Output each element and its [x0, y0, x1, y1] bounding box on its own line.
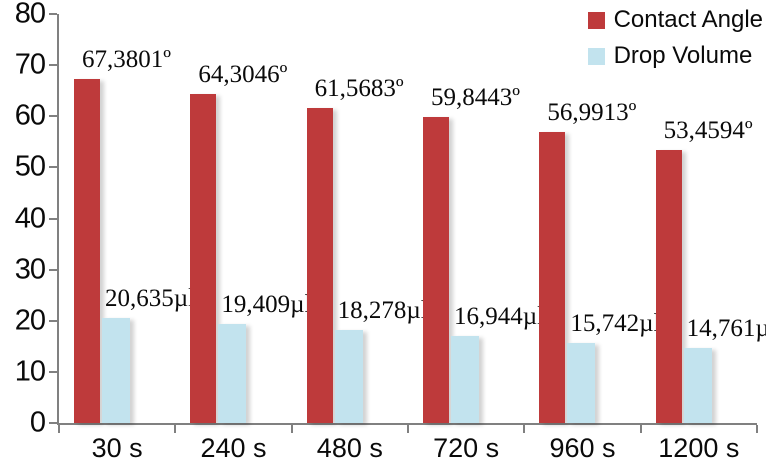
y-axis-tick-label: 10	[14, 355, 46, 388]
y-axis-tick	[49, 217, 57, 220]
data-label-drop-volume: 19,409µl	[221, 290, 312, 318]
drop-volume-swatch-icon	[587, 48, 605, 66]
y-axis-tick-label: 50	[14, 150, 46, 183]
data-label-contact-angle: 59,8443º	[431, 84, 521, 112]
x-axis-tick	[174, 425, 177, 433]
bar-contact-angle	[190, 94, 217, 423]
data-label-drop-volume: 15,742µl	[570, 309, 661, 337]
data-label-drop-volume: 18,278µl	[337, 296, 428, 324]
y-axis-tick	[49, 64, 57, 67]
contact-angle-legend-label: Contact Angle	[613, 6, 763, 33]
y-axis-tick	[49, 370, 57, 373]
bar-drop-volume	[334, 329, 363, 423]
x-axis-category-label: 480 s	[316, 433, 383, 463]
y-axis-tick-label: 0	[29, 406, 46, 439]
data-label-contact-angle: 56,9913º	[547, 98, 637, 126]
x-axis-tick	[756, 425, 758, 433]
x-axis-tick	[523, 425, 526, 433]
x-axis-tick	[290, 425, 293, 433]
y-axis-tick-label: 80	[14, 0, 46, 30]
bar-contact-angle	[539, 131, 566, 423]
bar-drop-volume	[451, 336, 479, 423]
x-axis-tick	[407, 425, 409, 433]
y-axis-tick-label: 40	[14, 202, 46, 234]
legend-item-drop-volume: Drop Volume	[587, 42, 763, 70]
legend: Contact Angle Drop Volume	[587, 6, 763, 70]
y-axis-tick	[49, 268, 57, 271]
y-axis-tick	[49, 319, 57, 322]
x-axis-tick	[58, 425, 60, 433]
x-axis-tick	[639, 425, 642, 433]
data-label-contact-angle: 53,4594º	[663, 116, 753, 144]
y-axis-tick	[49, 422, 57, 424]
data-label-contact-angle: 61,5683º	[314, 75, 404, 103]
bar-contact-angle	[655, 149, 682, 423]
drop-volume-legend-label: Drop Volume	[613, 42, 753, 70]
bar-drop-volume	[567, 342, 596, 423]
legend-item-contact-angle: Contact Angle	[587, 6, 763, 33]
y-axis-tick-label: 20	[14, 304, 46, 337]
bar-drop-volume	[218, 323, 247, 423]
data-label-contact-angle: 67,3801º	[82, 45, 172, 73]
bar-contact-angle	[306, 108, 333, 423]
x-axis-category-label: 1200 s	[658, 433, 740, 463]
data-label-drop-volume: 16,944µl	[454, 303, 545, 331]
x-axis-category-label: 30 s	[91, 433, 143, 463]
bar-contact-angle	[74, 78, 100, 423]
y-axis-tick-label: 30	[14, 253, 46, 286]
data-label-drop-volume: 14,761µl	[686, 314, 766, 342]
plot-area: 67,3801º 20,635µl 64,3046º 19,409µl 61,5683º…	[57, 14, 766, 425]
bar-drop-volume	[102, 317, 130, 423]
y-axis-tick-label: 60	[14, 99, 46, 132]
y-axis-tick	[49, 166, 57, 169]
data-label-contact-angle: 64,3046º	[198, 61, 288, 89]
contact-angle-swatch-icon	[587, 11, 605, 29]
x-axis-category-label: 720 s	[433, 433, 500, 463]
x-axis-category-label: 240 s	[200, 433, 267, 463]
bar-contact-angle	[423, 117, 449, 423]
x-axis-category-label: 960 s	[549, 433, 616, 463]
y-axis-tick-label: 70	[14, 48, 46, 81]
data-label-drop-volume: 20,635µl	[105, 284, 196, 312]
y-axis-tick	[49, 13, 57, 15]
y-axis-tick	[49, 115, 57, 118]
bar-drop-volume	[683, 347, 712, 423]
